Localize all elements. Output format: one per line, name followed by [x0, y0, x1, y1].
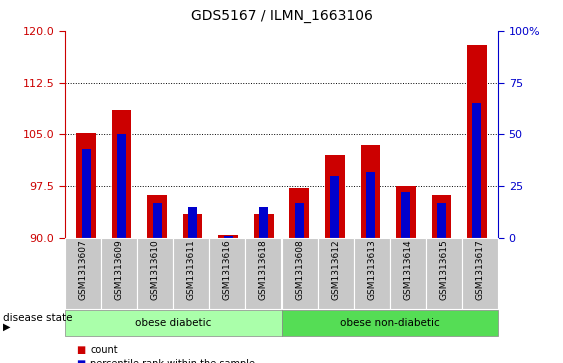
Text: GSM1313608: GSM1313608 — [295, 240, 304, 300]
Text: ▶: ▶ — [3, 321, 10, 331]
Text: GSM1313609: GSM1313609 — [114, 240, 123, 300]
Text: GSM1313617: GSM1313617 — [476, 240, 485, 300]
Text: disease state: disease state — [3, 313, 72, 323]
Text: GSM1313616: GSM1313616 — [223, 240, 232, 300]
Bar — [432, 195, 451, 238]
Bar — [117, 134, 126, 238]
Bar — [366, 172, 375, 238]
Bar — [295, 203, 303, 238]
Bar — [82, 149, 91, 238]
Bar — [148, 195, 167, 238]
Bar — [183, 213, 203, 238]
Bar — [224, 236, 233, 238]
Bar — [472, 103, 481, 238]
Text: GSM1313610: GSM1313610 — [150, 240, 159, 300]
Bar — [437, 203, 446, 238]
Bar — [360, 144, 380, 238]
Text: GSM1313612: GSM1313612 — [331, 240, 340, 300]
Bar — [396, 186, 415, 238]
Bar — [153, 203, 162, 238]
Bar — [254, 213, 274, 238]
Bar — [325, 155, 345, 238]
Text: GSM1313614: GSM1313614 — [404, 240, 413, 300]
Text: GSM1313615: GSM1313615 — [440, 240, 449, 300]
Text: ■: ■ — [76, 359, 85, 363]
Text: GDS5167 / ILMN_1663106: GDS5167 / ILMN_1663106 — [190, 9, 373, 23]
Bar — [112, 110, 131, 238]
Bar — [330, 176, 339, 238]
Bar — [77, 133, 96, 238]
Text: obese diabetic: obese diabetic — [135, 318, 211, 328]
Text: ■: ■ — [76, 345, 85, 355]
Text: percentile rank within the sample: percentile rank within the sample — [90, 359, 255, 363]
Bar — [260, 207, 268, 238]
Text: GSM1313611: GSM1313611 — [187, 240, 196, 300]
Text: GSM1313613: GSM1313613 — [367, 240, 376, 300]
Bar — [289, 188, 309, 238]
Text: obese non-diabetic: obese non-diabetic — [340, 318, 440, 328]
Bar — [188, 207, 197, 238]
Text: GSM1313607: GSM1313607 — [78, 240, 87, 300]
Bar — [401, 192, 410, 238]
Bar — [467, 45, 486, 238]
Bar — [218, 235, 238, 238]
Text: GSM1313618: GSM1313618 — [259, 240, 268, 300]
Text: count: count — [90, 345, 118, 355]
